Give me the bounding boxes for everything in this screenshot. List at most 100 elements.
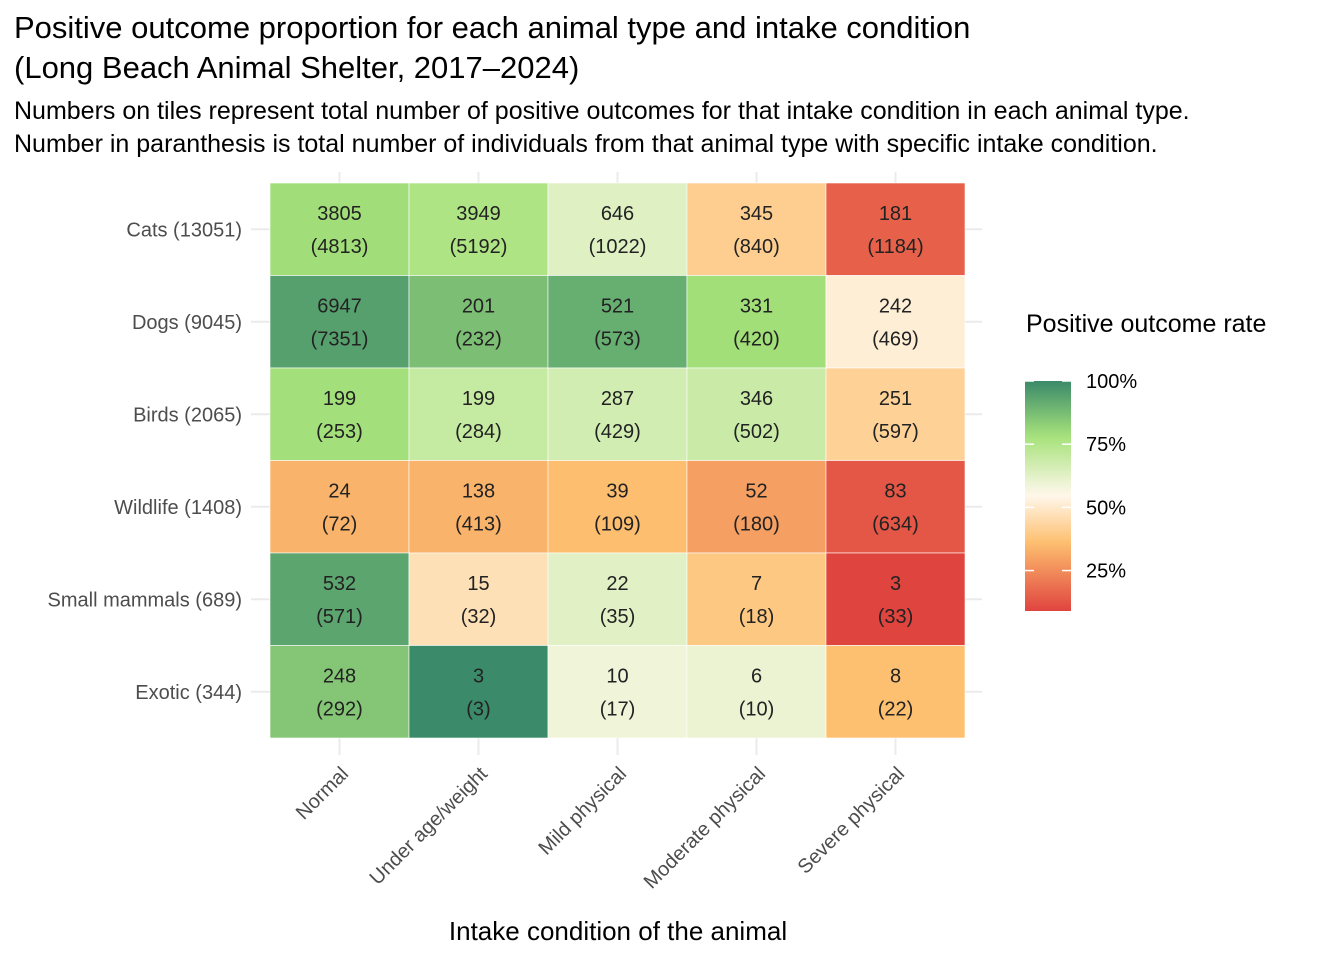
heatmap-tile — [408, 182, 549, 276]
tile-positive-label: 346 — [740, 388, 773, 410]
tile-total-label: (109) — [594, 514, 641, 536]
tile-total-label: (32) — [461, 606, 497, 628]
tile-positive-label: 199 — [323, 388, 356, 410]
legend-tick-label: 25% — [1086, 561, 1126, 583]
tile-total-label: (180) — [733, 514, 780, 536]
tile-total-label: (18) — [739, 606, 775, 628]
heatmap-tile — [547, 552, 688, 646]
heatmap-tile — [686, 460, 827, 554]
heatmap-tile — [269, 460, 410, 554]
tile-total-label: (7351) — [311, 329, 369, 351]
tile-positive-label: 83 — [884, 481, 906, 503]
tile-total-label: (573) — [594, 329, 641, 351]
heatmap-tile — [547, 182, 688, 276]
tile-total-label: (420) — [733, 329, 780, 351]
x-tick-label: Moderate physical — [640, 763, 770, 893]
tile-total-label: (10) — [739, 699, 775, 721]
chart-subtitle-line-2: Number in paranthesis is total number of… — [14, 130, 1158, 158]
tile-total-label: (4813) — [311, 236, 369, 258]
x-tick-label: Normal — [292, 763, 353, 824]
legend-title: Positive outcome rate — [1026, 310, 1266, 338]
heatmap-tile — [269, 552, 410, 646]
tile-positive-label: 3949 — [456, 203, 501, 225]
y-tick-label: Wildlife (1408) — [114, 497, 242, 519]
heatmap-tile — [825, 645, 966, 739]
chart-title-line-2: (Long Beach Animal Shelter, 2017–2024) — [14, 50, 579, 85]
tile-positive-label: 287 — [601, 388, 634, 410]
tile-positive-label: 52 — [745, 481, 767, 503]
heatmap-tile — [547, 460, 688, 554]
tile-positive-label: 345 — [740, 203, 773, 225]
tile-positive-label: 646 — [601, 203, 634, 225]
heatmap-tile — [686, 182, 827, 276]
tile-positive-label: 39 — [606, 481, 628, 503]
tile-positive-label: 3 — [890, 573, 901, 595]
heatmap-tile — [269, 275, 410, 369]
tile-total-label: (253) — [316, 421, 363, 443]
x-tick-label: Under age/weight — [366, 763, 493, 890]
tile-labels: 3805 (4813) 3949 (5192) 646 (1022) 345 (840) 181… — [311, 203, 924, 721]
heatmap-tile — [269, 645, 410, 739]
tile-positive-label: 10 — [606, 666, 628, 688]
tile-total-label: (571) — [316, 606, 363, 628]
x-axis-label: Intake condition of the animal — [449, 916, 787, 946]
tile-positive-label: 251 — [879, 388, 912, 410]
heatmap-tile — [825, 182, 966, 276]
legend-tick-label: 50% — [1086, 497, 1126, 519]
tile-total-label: (35) — [600, 606, 636, 628]
heatmap-tile — [269, 367, 410, 461]
tile-positive-label: 22 — [606, 573, 628, 595]
tile-total-label: (17) — [600, 699, 636, 721]
tile-positive-label: 331 — [740, 296, 773, 318]
y-tick-label: Birds (2065) — [133, 404, 242, 426]
tile-total-label: (72) — [322, 514, 358, 536]
heatmap-tile — [825, 460, 966, 554]
tile-positive-label: 7 — [751, 573, 762, 595]
heatmap-tile — [825, 552, 966, 646]
x-tick-label: Mild physical — [535, 763, 632, 860]
tile-total-label: (502) — [733, 421, 780, 443]
legend-tick-label: 100% — [1086, 371, 1137, 393]
x-tick-label: Severe physical — [794, 763, 909, 878]
legend-colorbar — [1025, 381, 1071, 611]
tile-total-label: (469) — [872, 329, 919, 351]
tile-positive-label: 138 — [462, 481, 495, 503]
heatmap-tile — [408, 552, 549, 646]
heatmap-tile — [408, 367, 549, 461]
tile-total-label: (597) — [872, 421, 919, 443]
x-axis-ticks: Normal Under age/weight Mild physical Moder… — [292, 748, 909, 893]
y-tick-label: Cats (13051) — [126, 219, 242, 241]
y-tick-label: Exotic (344) — [135, 682, 242, 704]
legend-ticks: 100% 75% 50% 25% — [1025, 371, 1137, 583]
heatmap-tile — [825, 367, 966, 461]
y-tick-label: Dogs (9045) — [132, 312, 242, 334]
tile-total-label: (3) — [466, 699, 490, 721]
tile-positive-label: 3 — [473, 666, 484, 688]
tile-positive-label: 6947 — [317, 296, 362, 318]
tile-positive-label: 3805 — [317, 203, 362, 225]
heatmap-tile — [686, 367, 827, 461]
tile-positive-label: 201 — [462, 296, 495, 318]
tile-total-label: (292) — [316, 699, 363, 721]
chart-title-line-1: Positive outcome proportion for each ani… — [14, 10, 970, 45]
tile-total-label: (22) — [878, 699, 914, 721]
tile-total-label: (413) — [455, 514, 502, 536]
heatmap-tile — [408, 645, 549, 739]
tile-total-label: (634) — [872, 514, 919, 536]
y-axis-ticks: Cats (13051) Dogs (9045) Birds (2065) Wildl… — [48, 219, 258, 704]
tile-positive-label: 15 — [467, 573, 489, 595]
tile-total-label: (5192) — [450, 236, 508, 258]
heatmap-tile — [547, 645, 688, 739]
tile-total-label: (429) — [594, 421, 641, 443]
heatmap-tile — [686, 645, 827, 739]
tile-total-label: (284) — [455, 421, 502, 443]
heatmap-tile — [686, 275, 827, 369]
heatmap-tile — [825, 275, 966, 369]
tile-positive-label: 242 — [879, 296, 912, 318]
heatmap-tile — [547, 367, 688, 461]
heatmap-tile — [547, 275, 688, 369]
chart-subtitle-line-1: Numbers on tiles represent total number … — [14, 97, 1190, 125]
y-tick-label: Small mammals (689) — [48, 589, 242, 611]
tile-total-label: (1022) — [589, 236, 647, 258]
tile-positive-label: 199 — [462, 388, 495, 410]
